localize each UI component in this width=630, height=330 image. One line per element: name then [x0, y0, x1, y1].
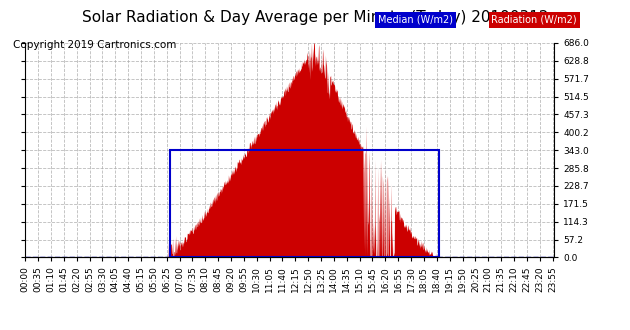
- Text: Median (W/m2): Median (W/m2): [378, 15, 453, 25]
- Text: Radiation (W/m2): Radiation (W/m2): [491, 15, 577, 25]
- Text: Solar Radiation & Day Average per Minute (Today) 20190312: Solar Radiation & Day Average per Minute…: [82, 10, 548, 25]
- Bar: [170, 150, 438, 257]
- Text: Copyright 2019 Cartronics.com: Copyright 2019 Cartronics.com: [13, 40, 176, 50]
